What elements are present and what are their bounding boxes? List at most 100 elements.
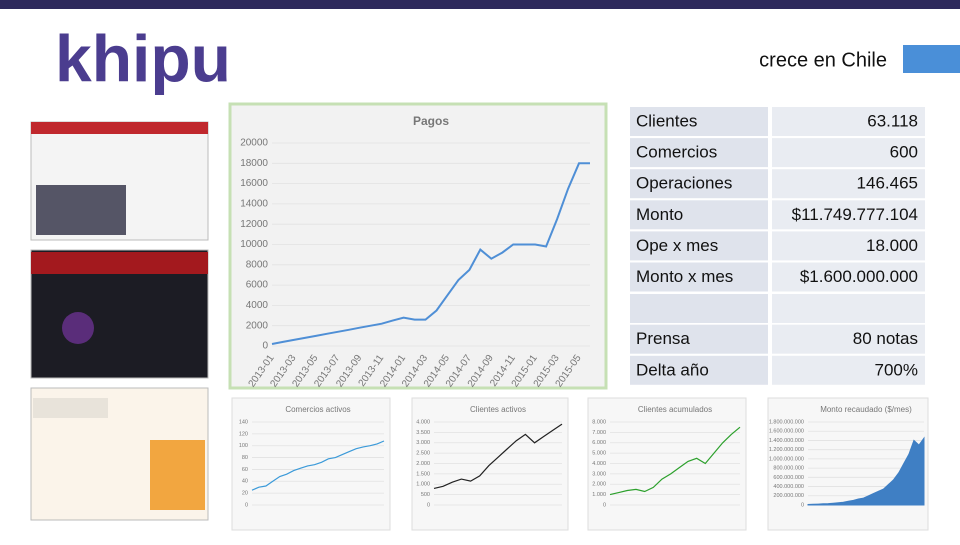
y-tick-label: 20 [242, 491, 248, 497]
table-cell [630, 169, 768, 199]
table-cell [630, 324, 768, 354]
y-tick-label: 2.000 [416, 461, 430, 467]
table-cell [630, 107, 768, 136]
y-tick-label: 200.000.000 [773, 493, 804, 499]
y-tick-label: 4.000 [592, 461, 606, 467]
y-tick-label: 6000 [246, 280, 269, 291]
chart-title: Pagos [413, 114, 449, 128]
row-value: 63.118 [867, 111, 918, 130]
y-tick-label: 6.000 [592, 440, 606, 446]
y-tick-label: 1.800.000.000 [769, 419, 804, 425]
accent-block [903, 45, 960, 73]
data-line [609, 426, 741, 496]
chart-panel [587, 397, 747, 531]
y-tick-label: 2000 [246, 320, 269, 331]
y-tick-label: 3.000 [416, 440, 430, 446]
chart-panel [767, 397, 929, 531]
table-cell [772, 294, 925, 323]
y-tick-label: 5.000 [592, 451, 606, 457]
y-tick-label: 800.000.000 [773, 466, 804, 472]
data-line [433, 423, 563, 489]
chart-title: Clientes activos [470, 405, 526, 414]
y-tick-label: 8000 [246, 259, 269, 270]
y-tick-label: 4.000 [416, 419, 430, 425]
screenshot-header [31, 122, 208, 134]
y-tick-label: 18000 [240, 158, 268, 169]
table-cell [630, 355, 768, 385]
screenshot-graphic [62, 312, 94, 344]
row-label: Monto [636, 205, 683, 224]
table-cell [772, 324, 925, 354]
y-tick-label: 4000 [246, 300, 269, 311]
y-tick-label: 2.000 [592, 482, 606, 488]
slide-title: crece en Chile [759, 49, 887, 71]
y-tick-label: 0 [603, 502, 606, 508]
y-tick-label: 0 [245, 502, 248, 508]
y-tick-label: 80 [242, 455, 248, 461]
table-cell [772, 107, 925, 136]
y-tick-label: 0 [801, 502, 804, 508]
table-cell [630, 262, 768, 292]
y-tick-label: 14000 [240, 199, 268, 210]
table-cell [772, 262, 925, 292]
y-tick-label: 60 [242, 467, 248, 473]
logo: khipu [55, 21, 231, 95]
data-area [807, 436, 925, 506]
y-tick-label: 1.200.000.000 [769, 447, 804, 453]
table-cell [630, 138, 768, 168]
row-label: Clientes [636, 111, 697, 130]
row-label: Monto x mes [636, 267, 733, 286]
row-value: 80 notas [853, 329, 918, 348]
table-cell [772, 355, 925, 385]
row-value: 146.465 [857, 174, 918, 193]
row-value: $1.600.000.000 [800, 267, 918, 286]
data-line [271, 162, 590, 345]
y-tick-label: 40 [242, 479, 248, 485]
chart-title: Comercios activos [285, 405, 350, 414]
table-cell [630, 294, 768, 323]
press-screenshots [30, 121, 209, 521]
y-tick-label: 16000 [240, 178, 268, 189]
y-tick-label: 500 [421, 492, 430, 498]
table-cell [772, 169, 925, 199]
row-label: Delta año [636, 360, 709, 379]
y-tick-label: 0 [427, 502, 430, 508]
screenshot-header [31, 252, 208, 274]
row-label: Prensa [636, 329, 690, 348]
screenshot-header [33, 398, 108, 418]
y-tick-label: 0 [262, 341, 268, 352]
y-tick-label: 400.000.000 [773, 484, 804, 490]
y-tick-label: 10000 [240, 239, 268, 250]
row-value: $11.749.777.104 [792, 205, 918, 224]
row-value: 700% [875, 360, 918, 379]
row-label: Comercios [636, 143, 717, 162]
y-tick-label: 3.000 [592, 471, 606, 477]
top-bar [0, 0, 960, 9]
y-tick-label: 12000 [240, 219, 268, 230]
row-label: Operaciones [636, 174, 732, 193]
chart-panel [231, 397, 391, 531]
screenshot-video [36, 185, 126, 235]
row-label: Ope x mes [636, 236, 718, 255]
y-tick-label: 1.400.000.000 [769, 438, 804, 444]
y-tick-label: 2.500 [416, 451, 430, 457]
row-value: 600 [890, 143, 918, 162]
table-cell [772, 200, 925, 230]
y-tick-label: 1.000 [592, 492, 606, 498]
table-cell [630, 200, 768, 230]
y-tick-label: 1.600.000.000 [769, 429, 804, 435]
table-cell [772, 231, 925, 261]
y-tick-label: 1.000.000.000 [769, 456, 804, 462]
screenshot-ad [150, 440, 205, 510]
row-value: 18.000 [866, 236, 918, 255]
table-cell [772, 138, 925, 168]
data-line [251, 440, 385, 491]
y-tick-label: 1.000 [416, 482, 430, 488]
y-tick-label: 100 [239, 443, 248, 449]
y-tick-label: 120 [239, 431, 248, 437]
y-tick-label: 8.000 [592, 419, 606, 425]
y-tick-label: 140 [239, 419, 248, 425]
y-tick-label: 600.000.000 [773, 475, 804, 481]
